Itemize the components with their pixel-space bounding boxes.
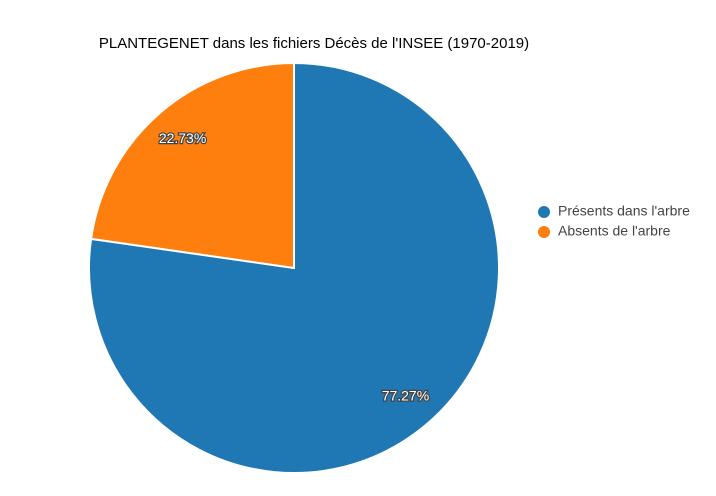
data-label: 77.27% <box>382 387 429 403</box>
legend-marker <box>538 226 550 238</box>
chart-title: PLANTEGENET dans les fichiers Décès de l… <box>99 35 529 52</box>
legend-label: Absents de l'arbre <box>558 223 671 239</box>
legend-label: Présents dans l'arbre <box>558 203 690 219</box>
data-label: 22.73% <box>159 130 206 146</box>
legend-marker <box>538 206 550 218</box>
pie-slice <box>89 61 295 270</box>
